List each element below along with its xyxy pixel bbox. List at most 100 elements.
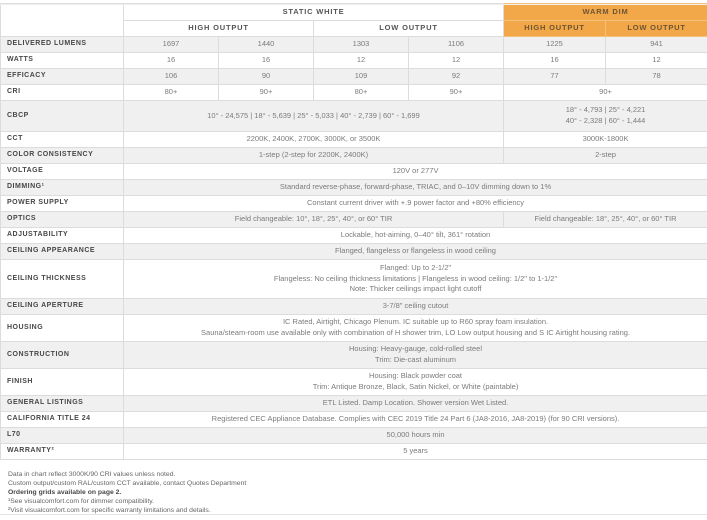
construction-line1: Housing: Heavy-gauge, cold-rolled steel (128, 344, 703, 355)
bottom-divider (0, 514, 707, 515)
footnote-custom-output: Custom output/custom RAL/custom CCT avai… (8, 480, 707, 489)
value-cell: 941 (606, 37, 707, 53)
row-label: EFFICACY (1, 69, 124, 85)
value-cell-warm-dim: 18° - 4,793 | 25° - 4,221 40° - 2,328 | … (504, 101, 707, 132)
value-cell: 80+ (124, 85, 219, 101)
value-cell: 77 (504, 69, 606, 85)
value-cell-warm-dim: 2-step (504, 148, 707, 164)
value-cell: 90 (219, 69, 314, 85)
thickness-line2: Flangeless: No ceiling thickness limitat… (128, 274, 703, 285)
subheader-static-low-output: LOW OUTPUT (314, 21, 504, 37)
row-dimming: DIMMING¹ Standard reverse-phase, forward… (1, 180, 707, 196)
cbcp-warm-line2: 40° - 2,328 | 60° - 1,444 (508, 116, 703, 127)
footnote-data-reflect: Data in chart reflect 3000K/90 CRI value… (8, 471, 707, 480)
value-cell: 12 (314, 53, 409, 69)
top-divider (0, 4, 707, 5)
header-row-groups: STATIC WHITE WARM DIM (1, 4, 707, 21)
value-cell-warm-dim: 3000K-1800K (504, 132, 707, 148)
row-ceiling-thickness: CEILING THICKNESS Flanged: Up to 2-1/2" … (1, 260, 707, 299)
value-cell-full: 50,000 hours min (124, 428, 707, 444)
subheader-warm-high-output: HIGH OUTPUT (504, 21, 606, 37)
value-cell-full: Flanged, flangeless or flangeless in woo… (124, 244, 707, 260)
value-cell-full: 3-7/8" ceiling cutout (124, 299, 707, 315)
row-label: OPTICS (1, 212, 124, 228)
row-cct: CCT 2200K, 2400K, 2700K, 3000K, or 3500K… (1, 132, 707, 148)
subheader-static-high-output: HIGH OUTPUT (124, 21, 314, 37)
row-optics: OPTICS Field changeable: 10°, 18°, 25°, … (1, 212, 707, 228)
value-cell-full: Housing: Black powder coat Trim: Antique… (124, 369, 707, 396)
value-cell-warm-dim: 90+ (504, 85, 707, 101)
row-finish: FINISH Housing: Black powder coat Trim: … (1, 369, 707, 396)
row-general-listings: GENERAL LISTINGS ETL Listed. Damp Locati… (1, 396, 707, 412)
footnote-dimmer-compatibility: ¹See visualcomfort.com for dimmer compat… (8, 498, 707, 507)
value-cell: 1440 (219, 37, 314, 53)
row-label: GENERAL LISTINGS (1, 396, 124, 412)
value-cell: 90+ (219, 85, 314, 101)
row-adjustability: ADJUSTABILITY Lockable, hot-aiming, 0–40… (1, 228, 707, 244)
value-cell-full: Flanged: Up to 2-1/2" Flangeless: No cei… (124, 260, 707, 299)
value-cell: 80+ (314, 85, 409, 101)
thickness-line1: Flanged: Up to 2-1/2" (128, 263, 703, 274)
row-ceiling-aperture: CEILING APERTURE 3-7/8" ceiling cutout (1, 299, 707, 315)
row-color-consistency: COLOR CONSISTENCY 1-step (2-step for 220… (1, 148, 707, 164)
value-cell: 16 (219, 53, 314, 69)
value-cell: 1697 (124, 37, 219, 53)
value-cell-full: Registered CEC Appliance Database. Compl… (124, 412, 707, 428)
row-label: CEILING APPEARANCE (1, 244, 124, 260)
row-construction: CONSTRUCTION Housing: Heavy-gauge, cold-… (1, 342, 707, 369)
row-label: FINISH (1, 369, 124, 396)
value-cell-static-white: Field changeable: 10°, 18°, 25°, 40°, or… (124, 212, 504, 228)
row-power-supply: POWER SUPPLY Constant current driver wit… (1, 196, 707, 212)
corner-cell (1, 4, 124, 37)
row-l70: L70 50,000 hours min (1, 428, 707, 444)
value-cell-warm-dim: Field changeable: 18°, 25°, 40°, or 60° … (504, 212, 707, 228)
value-cell: 1106 (409, 37, 504, 53)
row-label: WARRANTY² (1, 444, 124, 460)
row-label: CEILING THICKNESS (1, 260, 124, 299)
value-cell-static-white: 2200K, 2400K, 2700K, 3000K, or 3500K (124, 132, 504, 148)
row-label: DELIVERED LUMENS (1, 37, 124, 53)
housing-line1: IC Rated, Airtight, Chicago Plenum. IC s… (128, 317, 703, 328)
value-cell-full: 5 years (124, 444, 707, 460)
cbcp-warm-line1: 18° - 4,793 | 25° - 4,221 (508, 105, 703, 116)
spec-table: STATIC WHITE WARM DIM HIGH OUTPUT LOW OU… (0, 3, 707, 460)
finish-line2: Trim: Antique Bronze, Black, Satin Nicke… (128, 382, 703, 393)
row-label: CBCP (1, 101, 124, 132)
value-cell-full: Housing: Heavy-gauge, cold-rolled steel … (124, 342, 707, 369)
value-cell-static-white: 1-step (2-step for 2200K, 2400K) (124, 148, 504, 164)
row-label: CONSTRUCTION (1, 342, 124, 369)
value-cell-full: 120V or 277V (124, 164, 707, 180)
value-cell-full: ETL Listed. Damp Location. Shower versio… (124, 396, 707, 412)
value-cell: 16 (124, 53, 219, 69)
value-cell-static-white: 10° - 24,575 | 18° - 5,639 | 25° - 5,033… (124, 101, 504, 132)
value-cell-full: Constant current driver with +.9 power f… (124, 196, 707, 212)
row-label: WATTS (1, 53, 124, 69)
value-cell-full: IC Rated, Airtight, Chicago Plenum. IC s… (124, 315, 707, 342)
row-label: CCT (1, 132, 124, 148)
footnotes: Data in chart reflect 3000K/90 CRI value… (8, 471, 707, 516)
row-voltage: VOLTAGE 120V or 277V (1, 164, 707, 180)
value-cell: 109 (314, 69, 409, 85)
row-label: CEILING APERTURE (1, 299, 124, 315)
row-delivered-lumens: DELIVERED LUMENS 1697 1440 1303 1106 122… (1, 37, 707, 53)
row-label: COLOR CONSISTENCY (1, 148, 124, 164)
row-efficacy: EFFICACY 106 90 109 92 77 78 (1, 69, 707, 85)
row-label: ADJUSTABILITY (1, 228, 124, 244)
row-cri: CRI 80+ 90+ 80+ 90+ 90+ (1, 85, 707, 101)
column-group-warm-dim: WARM DIM (504, 4, 707, 21)
column-group-static-white: STATIC WHITE (124, 4, 504, 21)
value-cell: 78 (606, 69, 707, 85)
row-housing: HOUSING IC Rated, Airtight, Chicago Plen… (1, 315, 707, 342)
housing-line2: Sauna/steam-room use available only with… (128, 328, 703, 339)
value-cell: 92 (409, 69, 504, 85)
value-cell: 1303 (314, 37, 409, 53)
row-watts: WATTS 16 16 12 12 16 12 (1, 53, 707, 69)
finish-line1: Housing: Black powder coat (128, 371, 703, 382)
value-cell: 106 (124, 69, 219, 85)
value-cell: 90+ (409, 85, 504, 101)
row-label: HOUSING (1, 315, 124, 342)
value-cell: 1225 (504, 37, 606, 53)
row-label: L70 (1, 428, 124, 444)
row-california-title-24: CALIFORNIA TITLE 24 Registered CEC Appli… (1, 412, 707, 428)
subheader-warm-low-output: LOW OUTPUT (606, 21, 707, 37)
